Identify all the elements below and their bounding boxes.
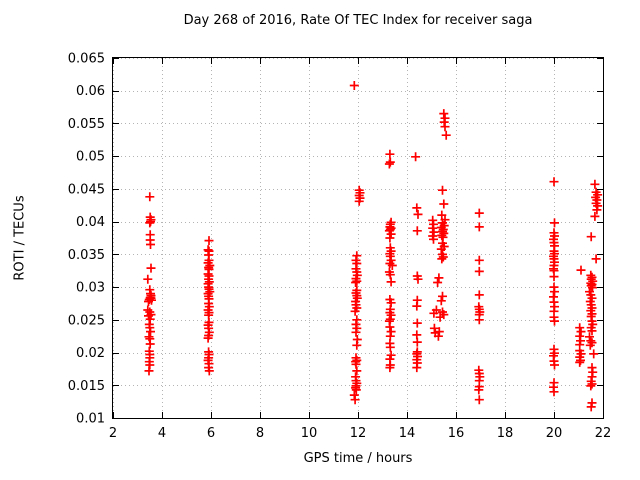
y-tick-label: 0.055 (68, 117, 105, 132)
y-tick-label: 0.02 (76, 346, 105, 361)
x-tick-label: 6 (207, 426, 215, 441)
y-tick-label: 0.045 (68, 182, 105, 197)
axes (112, 57, 604, 419)
x-tick-label: 14 (399, 426, 416, 441)
x-tick-label: 20 (546, 426, 563, 441)
scatter-plus-markers (143, 81, 603, 412)
y-tick-label: 0.015 (68, 379, 105, 394)
x-axis-label: GPS time / hours (303, 451, 413, 466)
y-tick-label: 0.03 (76, 281, 105, 296)
y-tick-label: 0.01 (76, 412, 105, 427)
y-tick-label: 0.065 (68, 52, 105, 67)
y-tick-label: 0.035 (68, 248, 105, 263)
x-tick-label: 10 (301, 426, 318, 441)
y-tick-label: 0.04 (76, 215, 105, 230)
y-tick-label: 0.025 (68, 313, 105, 328)
x-tick-label: 22 (595, 426, 612, 441)
chart-title: Day 268 of 2016, Rate Of TEC Index for r… (183, 13, 533, 28)
y-tick-label: 0.06 (76, 84, 105, 99)
x-tick-labels: 2 4 6 8 10 12 14 16 18 20 22 (109, 426, 611, 441)
x-tick-label: 8 (256, 426, 264, 441)
x-tick-label: 16 (448, 426, 465, 441)
x-tick-label: 12 (350, 426, 367, 441)
data-points-ROTI (143, 81, 603, 412)
x-tick-label: 2 (109, 426, 117, 441)
x-tick-label: 18 (497, 426, 514, 441)
x-tick-label: 4 (158, 426, 166, 441)
y-tick-labels: 0.01 0.015 0.02 0.025 0.03 0.035 0.04 0.045 0.05… (68, 52, 105, 427)
y-tick-label: 0.05 (76, 150, 105, 165)
